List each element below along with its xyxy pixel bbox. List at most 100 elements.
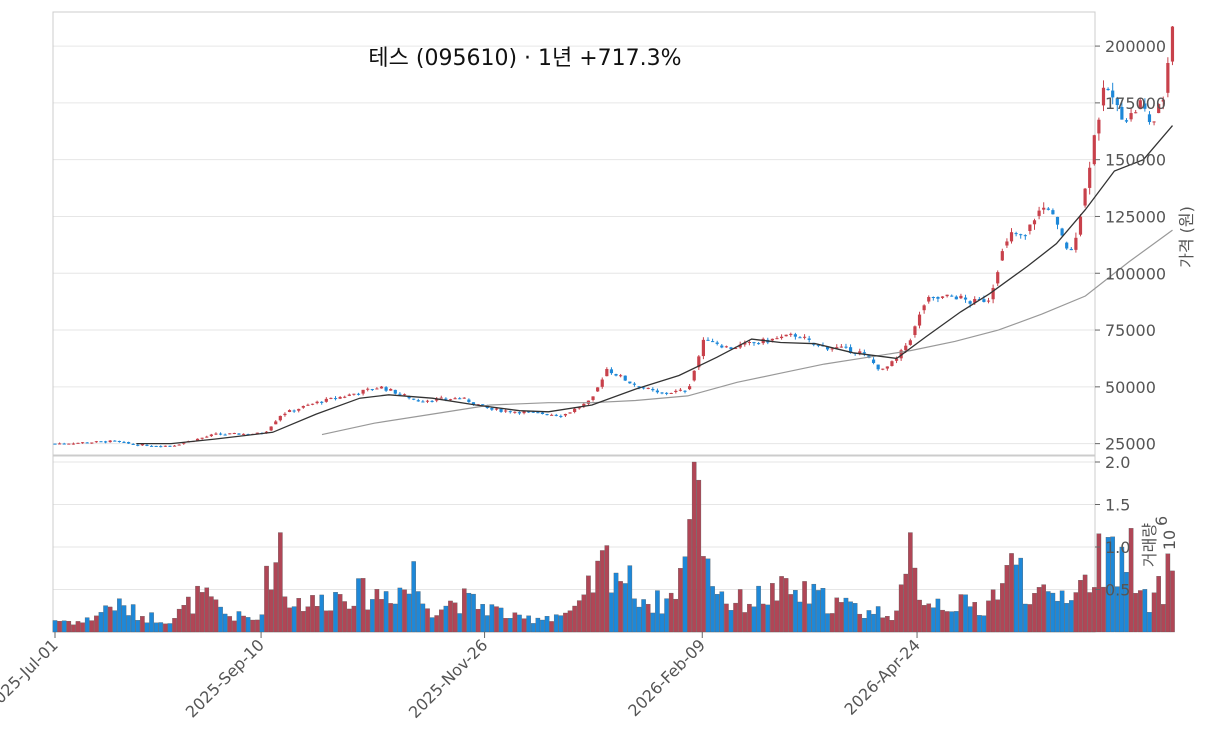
candle-body [1092,135,1096,165]
volume-bar [489,604,495,633]
volume-bar [1046,591,1051,633]
candle-body [1083,188,1087,206]
volume-bar [535,617,541,633]
volume-bar [314,606,320,633]
candle-body [241,433,246,435]
volume-bar [770,583,775,633]
volume-bar [264,565,269,633]
price-tick-label: 75000 [1105,321,1156,340]
volume-bar [443,605,449,633]
volume-bar [889,620,895,633]
candle-body [600,379,604,387]
candle-body [940,296,945,298]
candle-body [172,445,177,447]
candle-body [393,389,397,394]
volume-bar [310,595,315,633]
volume-bar [829,613,835,633]
volume-bar [172,618,177,633]
volume-bar [1069,600,1074,633]
candle-body [711,341,715,343]
volume-bar [724,603,729,633]
volume-bar [301,611,306,633]
candle-body [950,295,954,297]
volume-bar [954,611,959,633]
candle-body [674,390,678,392]
volume-bar [498,607,504,633]
candle-body [623,375,627,381]
price-tick-label: 200000 [1105,37,1166,56]
volume-bar [149,612,154,633]
candle-body [701,339,706,357]
volume-tick-labels: 0.5 1.0 1.5 2.0 [1095,453,1130,600]
volume-bar [949,611,955,633]
candle-body [1161,99,1165,102]
volume-bar [641,599,646,633]
candle-body [103,441,108,443]
candle-body [619,375,623,377]
candle-body [1120,106,1124,120]
candle-body [384,387,388,391]
candle-body [596,387,600,392]
candle-body [954,296,958,300]
candle-body [361,389,365,394]
volume-bar [848,601,853,633]
volume-tick-label: 0.5 [1105,581,1130,600]
volume-bar [917,599,922,633]
candle-body [770,338,774,341]
candle-body [775,338,779,340]
candle-body [729,347,733,350]
candle-body [1065,242,1069,249]
volume-bar [1027,604,1033,633]
candle-body [1051,210,1055,215]
volume-bar [1105,537,1111,633]
volume-bar [586,575,591,633]
volume-bar [507,618,513,633]
candle-body [945,294,949,297]
candle-body [1074,237,1078,250]
candle-body [1138,100,1142,110]
candle-body [922,305,926,311]
candle-body [660,392,664,394]
volume-bar [576,600,582,633]
candle-body [862,352,866,354]
volume-bar [379,599,384,633]
candle-body [163,445,167,447]
candle-body [637,386,641,388]
volume-bar [986,600,991,633]
candle-body [1028,224,1032,231]
volume-bar [218,606,223,633]
candle-body [494,408,499,410]
volume-bar [1092,587,1097,633]
candle-body [628,381,632,384]
candle-body [724,346,728,348]
candle-body [292,410,296,412]
candle-body [688,386,692,390]
candle-body [324,398,328,402]
volume-bar [779,576,784,633]
volume-bar [383,591,389,633]
candle-body [798,337,802,339]
candle-body [177,444,181,446]
candle-body [1032,220,1037,225]
volume-bar [305,606,311,633]
candle-body [209,434,213,437]
volume-bar [678,568,683,633]
candle-body [559,415,563,417]
candle-body [614,374,618,376]
volume-bar [912,567,918,633]
candle-body [669,392,673,394]
volume-bar [834,597,840,633]
volume-bar [1023,603,1028,633]
candle-body [1060,228,1064,236]
volume-bar [360,578,366,633]
volume-bar [241,615,246,633]
candle-body [1134,112,1138,114]
volume-bar [484,615,490,633]
volume-bar [797,601,803,633]
candle-body [986,300,991,302]
volume-bar [691,461,697,633]
volume-bar [816,590,821,633]
volume-bar [94,615,99,633]
volume-bar [820,588,826,633]
candle-body [145,444,149,446]
